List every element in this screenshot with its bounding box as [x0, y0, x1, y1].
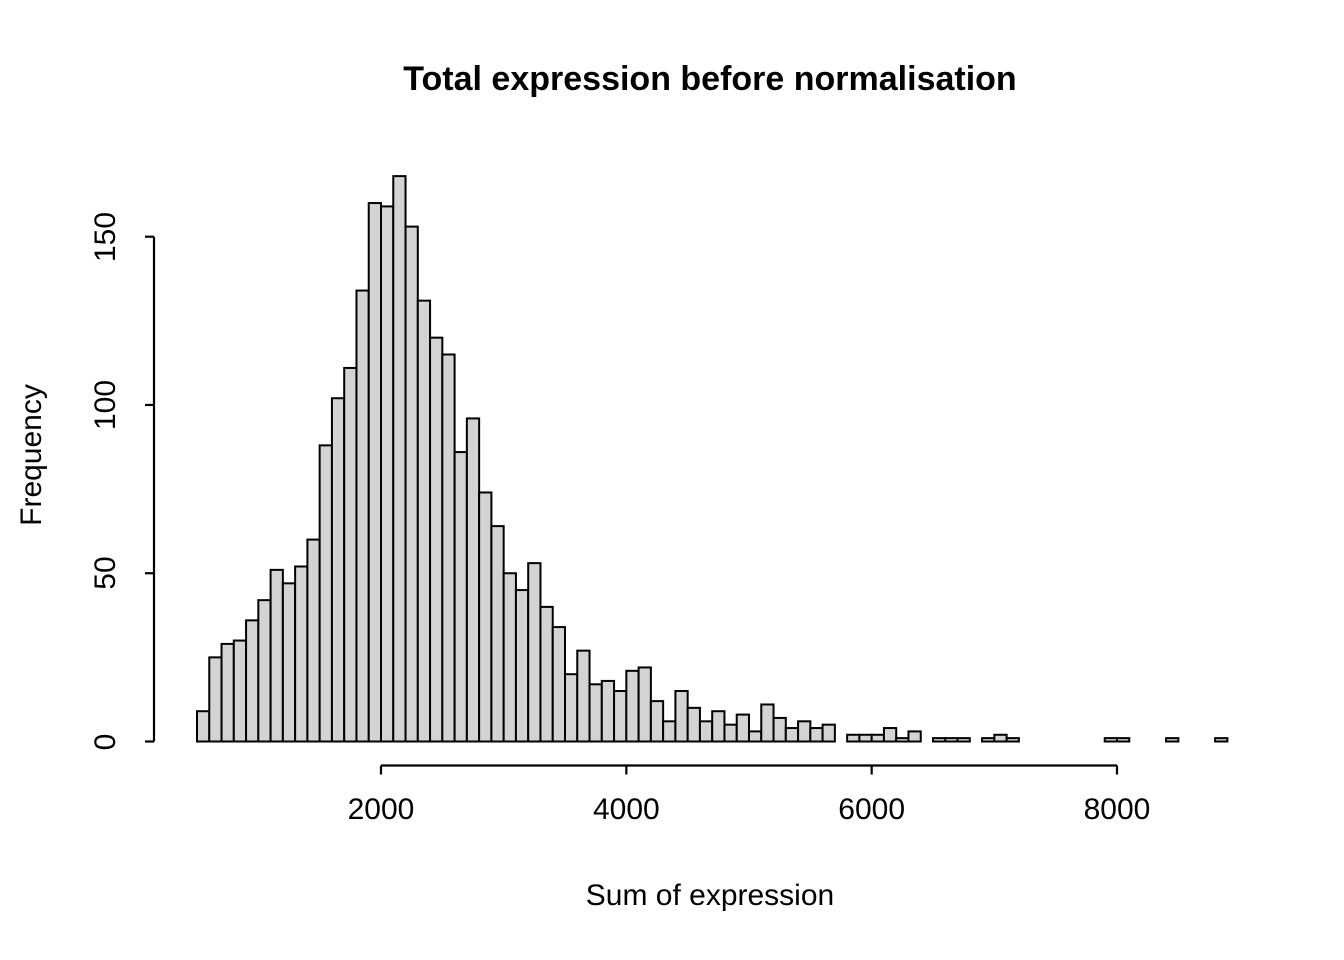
histogram-bar — [993, 733, 1008, 743]
histogram-bar — [429, 336, 444, 743]
histogram-bar — [232, 639, 248, 743]
histogram-bar — [625, 669, 640, 743]
histogram-bar — [527, 562, 542, 743]
y-tick-label: 0 — [89, 733, 122, 750]
histogram-bar — [600, 679, 616, 743]
histogram-bar — [380, 205, 395, 743]
histogram-bar — [907, 730, 922, 743]
histogram-bar — [355, 289, 370, 743]
histogram-bar — [686, 706, 701, 743]
x-tick-label: 2000 — [347, 793, 415, 826]
histogram-bar — [882, 727, 898, 743]
y-tick-label: 50 — [89, 556, 122, 590]
histogram-bar — [478, 491, 493, 743]
histogram-bar — [502, 572, 517, 743]
y-tick-label: 100 — [89, 379, 122, 430]
histogram-bar — [784, 727, 800, 743]
histogram-bar — [1116, 737, 1131, 743]
histogram-bar — [294, 565, 309, 743]
x-axis-title: Sum of expression — [585, 879, 835, 912]
x-tick-label: 4000 — [592, 793, 660, 826]
histogram-bar — [711, 710, 726, 743]
histogram-bar — [514, 589, 530, 743]
x-tick-label: 8000 — [1083, 793, 1151, 826]
histogram-bar — [797, 720, 812, 743]
histogram-bar — [306, 538, 321, 743]
histogram-bar — [588, 683, 603, 743]
histogram-bar — [649, 700, 665, 743]
histogram-bar — [772, 716, 787, 743]
histogram-bar — [613, 690, 628, 743]
y-tick-label: 150 — [89, 211, 122, 262]
histogram-bar — [932, 737, 947, 743]
histogram-bar — [809, 727, 824, 743]
histogram-bar — [208, 656, 223, 743]
histogram-bar — [367, 202, 383, 743]
histogram-bar — [441, 353, 456, 743]
histogram-bar — [453, 451, 468, 743]
histogram-bar — [1103, 737, 1118, 743]
histogram-bar — [895, 737, 910, 743]
histogram-bar — [662, 720, 677, 743]
histogram-bar — [760, 703, 775, 743]
histogram-bar — [539, 605, 554, 743]
histogram-bar — [404, 225, 419, 743]
histogram-bar — [465, 417, 481, 743]
histogram-bar — [245, 619, 260, 743]
histogram-bar — [944, 737, 959, 743]
histogram-bar — [564, 673, 579, 743]
histogram-bar — [674, 690, 689, 743]
histogram-bar — [981, 737, 996, 743]
histogram-bar — [281, 582, 297, 743]
histogram-bar — [821, 723, 836, 743]
histogram-bar — [698, 720, 714, 743]
chart-title: Total expression before normalisation — [403, 60, 1017, 98]
x-tick-label: 6000 — [838, 793, 906, 826]
histogram-bar — [392, 175, 407, 743]
histogram-bar — [318, 444, 333, 743]
histogram-bar — [846, 733, 861, 743]
y-axis-title: Frequency — [15, 384, 48, 526]
histogram-bar — [1005, 737, 1020, 743]
histogram-bar — [723, 723, 738, 743]
histogram-bar — [257, 599, 272, 743]
histogram-bar — [637, 666, 652, 743]
histogram-bar — [196, 710, 211, 743]
histogram-bar — [551, 626, 566, 743]
histogram-bar — [416, 299, 432, 743]
histogram-bar — [870, 733, 885, 743]
histogram-bar — [1165, 737, 1180, 743]
histogram-bar — [490, 525, 505, 743]
histogram-bar — [748, 730, 763, 743]
histogram-bar — [956, 737, 971, 743]
histogram-bar — [269, 568, 284, 743]
histogram-bar — [858, 733, 873, 743]
histogram-bar — [330, 397, 346, 743]
histogram-bar — [1214, 737, 1229, 743]
histogram-bar — [343, 366, 358, 743]
histogram-bar — [576, 649, 591, 743]
histogram-bar — [220, 642, 235, 743]
histogram-bar — [735, 713, 750, 743]
